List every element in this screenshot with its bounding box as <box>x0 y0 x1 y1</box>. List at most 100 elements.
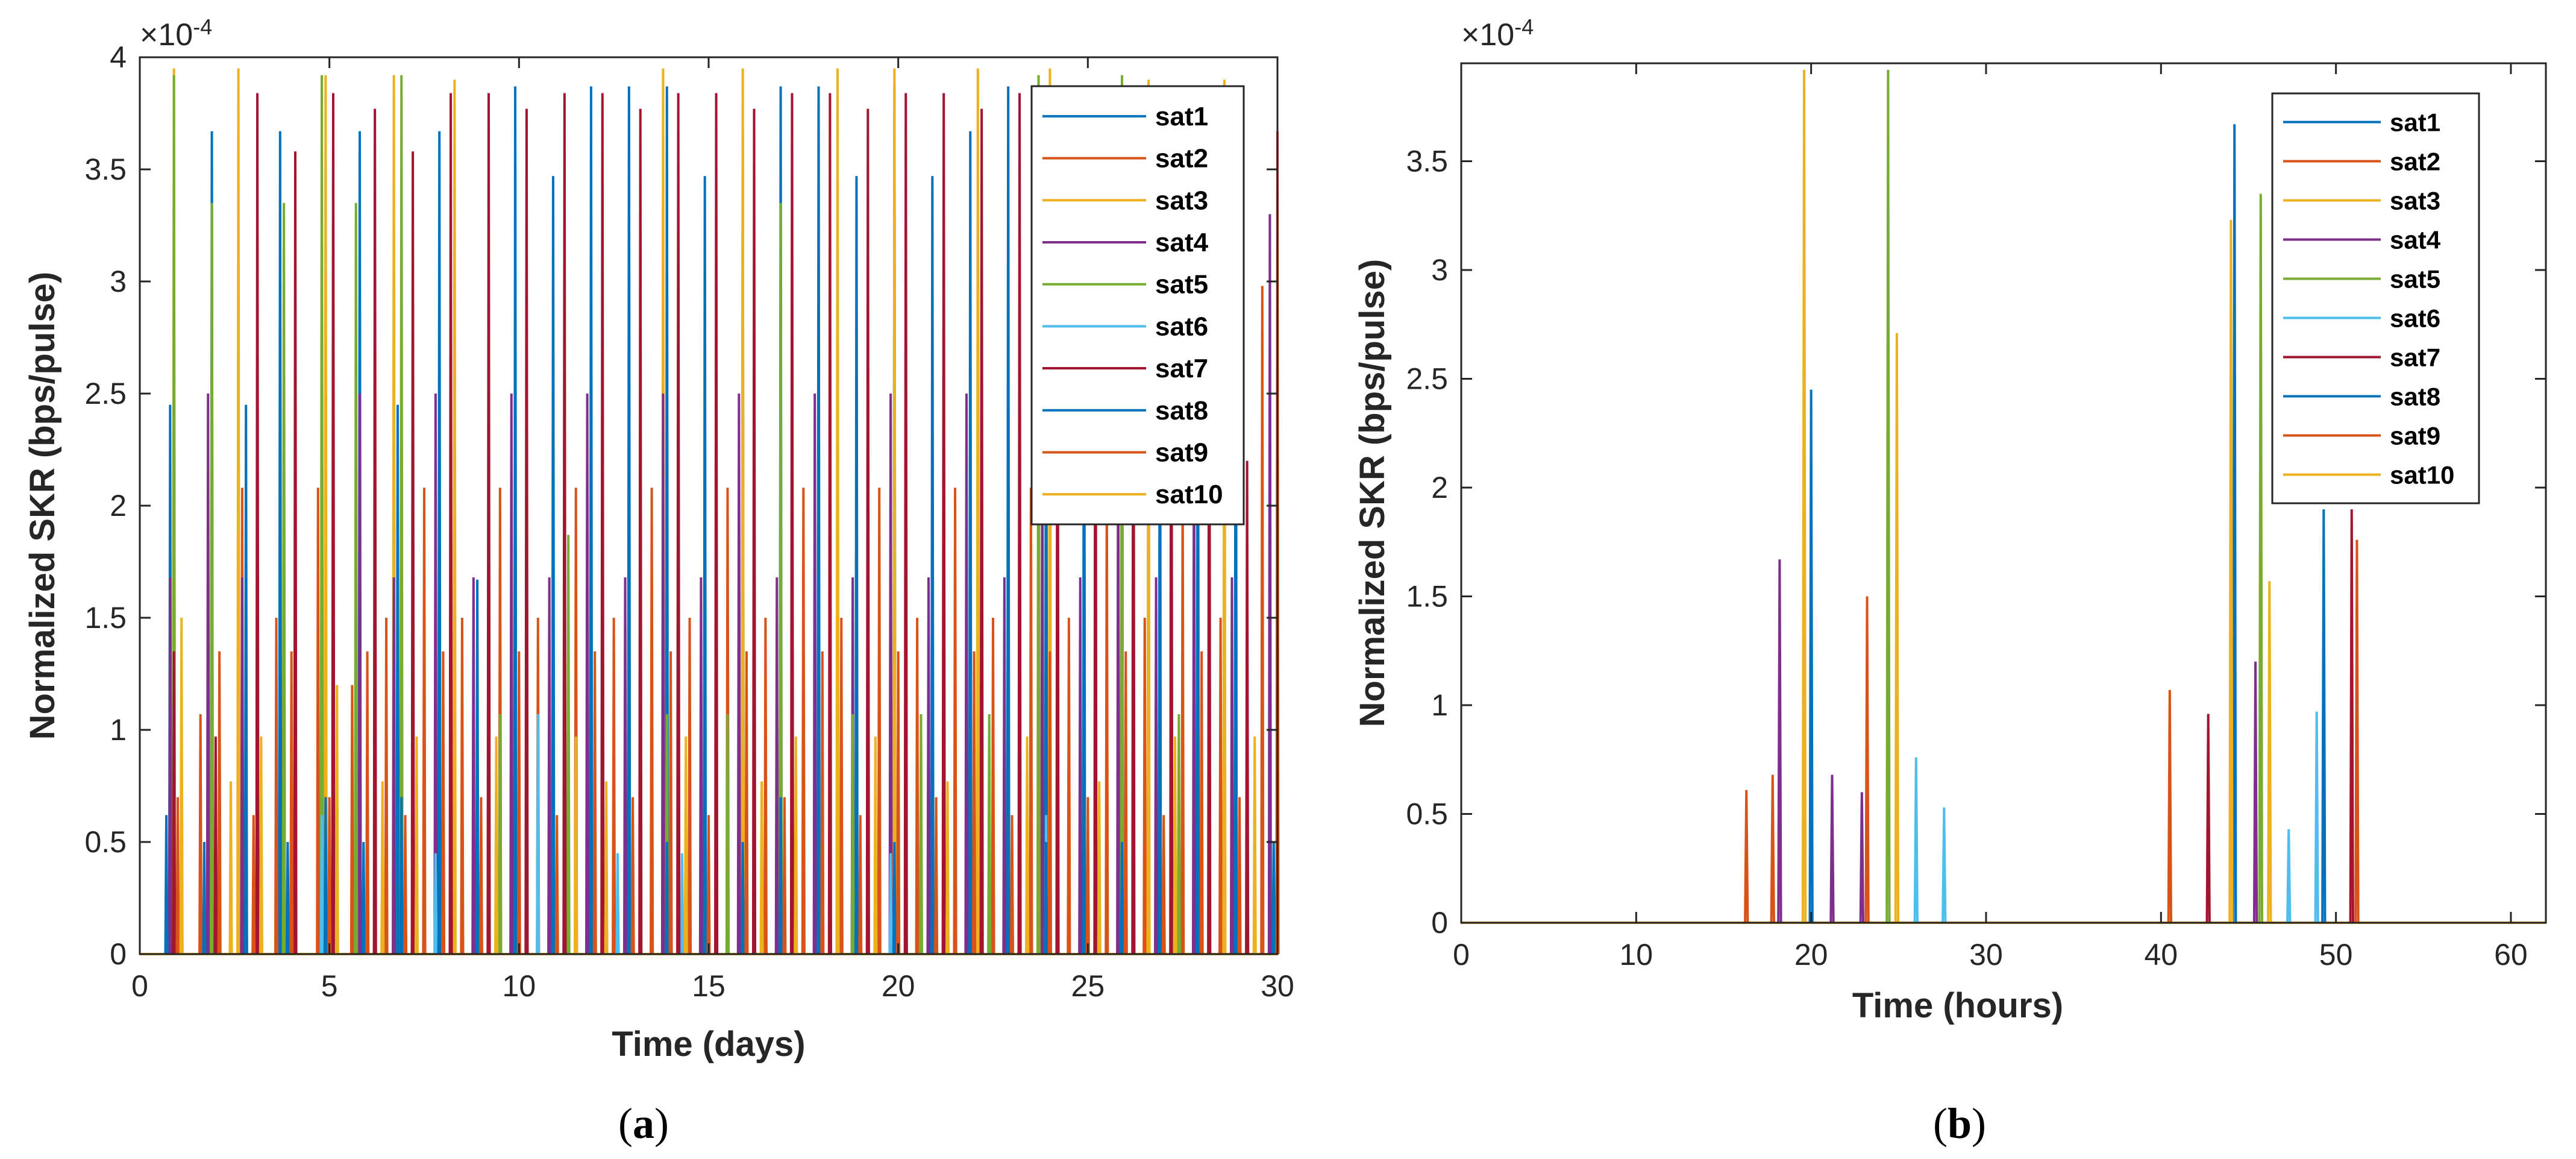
spike-sat9 <box>971 651 977 955</box>
spike-sat2 <box>915 617 920 955</box>
spike-sat10 <box>380 781 385 955</box>
spike-sat4 <box>205 393 210 955</box>
x-ticks-b: 0 10 20 30 40 50 60 <box>1453 63 2528 972</box>
spike-sat10 <box>334 685 339 955</box>
spike-sat8 <box>627 797 631 955</box>
spike-sat2 <box>422 488 427 955</box>
spike-sat2 <box>612 617 616 955</box>
legend-a: sat1 sat2 sat3 sat4 sat5 sat6 sat7 sat8 sat9 sat1… <box>1030 85 1245 526</box>
series-sat4-b <box>1777 559 2258 923</box>
spike-sat9 <box>858 815 863 955</box>
spike-sat8 <box>1120 841 1124 955</box>
spike-sat4 <box>622 577 628 955</box>
y-tick-label: 2 <box>1431 471 1448 504</box>
spike-sat4 <box>888 393 893 955</box>
series-sat6-b <box>1913 711 2319 923</box>
y-tick-label: 3 <box>1431 253 1448 287</box>
spike-sat4 <box>1154 577 1159 955</box>
spike-sat8 <box>1233 797 1238 955</box>
spike-sat8 <box>243 797 248 955</box>
legend-label-sat7: sat7 <box>1155 354 1208 383</box>
spike-sat9 <box>365 651 370 955</box>
legend-label-sat9: sat9 <box>1155 438 1208 467</box>
spike-sat7 <box>638 108 643 955</box>
spike-sat4 <box>1777 559 1782 923</box>
legend-label-sat8: sat8 <box>2390 383 2440 411</box>
spike-sat10 <box>228 781 233 955</box>
spike-sat5 <box>1885 69 1891 923</box>
spike-sat7 <box>293 151 298 955</box>
spike-sat3 <box>323 75 328 955</box>
spike-sat6 <box>1941 807 1947 923</box>
spike-sat5 <box>1036 75 1041 955</box>
spike-sat7 <box>2349 509 2354 923</box>
series-sat10-a <box>179 617 1257 955</box>
spike-sat4 <box>585 393 590 955</box>
spike-sat10 <box>604 781 609 955</box>
legend-label-sat2: sat2 <box>2390 148 2440 176</box>
spike-sat1 <box>589 86 594 955</box>
spike-sat7 <box>903 93 908 955</box>
spike-sat8 <box>399 797 404 955</box>
spike-sat2 <box>877 488 882 955</box>
spike-sat7 <box>524 108 529 955</box>
x-tick-label: 0 <box>131 969 148 1003</box>
spike-sat8 <box>437 841 442 955</box>
spike-sat10 <box>179 617 184 955</box>
x-tick-label: 5 <box>321 969 338 1003</box>
spike-sat7 <box>751 108 757 955</box>
spike-sat2 <box>1067 617 1071 955</box>
spike-sat9 <box>934 797 939 955</box>
legend-label-sat6: sat6 <box>2390 304 2440 333</box>
spike-sat7 <box>172 651 177 955</box>
spike-sat8 <box>665 841 669 955</box>
spike-sat5 <box>210 203 215 955</box>
spike-sat7 <box>372 108 377 955</box>
series-sat2-a <box>198 286 1265 955</box>
spike-sat7 <box>827 93 832 955</box>
spike-sat2 <box>1218 617 1223 955</box>
spike-sat9 <box>1123 651 1128 955</box>
spike-sat6 <box>1913 757 1919 923</box>
spike-sat1 <box>437 131 442 955</box>
spike-sat8 <box>816 841 821 955</box>
spike-sat10 <box>945 781 950 955</box>
spike-sat8 <box>854 797 859 955</box>
spike-sat8 <box>1196 841 1200 955</box>
spike-sat2 <box>198 714 203 955</box>
spike-sat9 <box>516 651 521 955</box>
spike-sat5 <box>850 714 855 955</box>
spike-sat1 <box>627 86 631 955</box>
spike-sat2 <box>650 488 654 955</box>
spike-sat8 <box>779 797 783 955</box>
spike-sat10 <box>1025 737 1030 955</box>
legend-label-sat7: sat7 <box>2390 344 2440 372</box>
legend-label-sat1: sat1 <box>2390 108 2440 137</box>
spike-sat1 <box>2232 124 2237 923</box>
spike-sat7 <box>486 93 491 955</box>
legend-label-sat4: sat4 <box>2390 226 2441 254</box>
spike-sat9 <box>403 815 408 955</box>
series-sat5-a <box>172 75 1181 955</box>
y-axis-label-a: Normalized SKR (bps/pulse) <box>23 272 62 740</box>
spike-sat9 <box>478 797 483 955</box>
spike-sat4 <box>1859 792 1865 923</box>
spike-sat3 <box>452 80 457 955</box>
legend-label-sat1: sat1 <box>1155 102 1208 131</box>
spike-sat4 <box>471 577 476 955</box>
y-tick-label: 3 <box>110 265 127 298</box>
spike-sat2 <box>953 488 957 955</box>
legend-label-sat9: sat9 <box>2390 422 2440 450</box>
spike-sat4 <box>1267 214 1272 955</box>
panel-a-chart: 0 0.5 1 1.5 2 2.5 3 3.5 4 0 5 10 15 20 25 30 ×10-4 Tim… <box>23 14 1294 1148</box>
spike-sat8 <box>892 841 897 955</box>
spike-sat7 <box>1017 93 1022 955</box>
spike-sat2 <box>1260 286 1265 955</box>
spike-sat4 <box>547 577 552 955</box>
x-tick-label: 60 <box>2494 938 2528 972</box>
spike-sat10 <box>259 737 263 955</box>
spike-sat8 <box>361 841 366 955</box>
series-sat7-a <box>172 93 1250 955</box>
series-sat2-b <box>1744 596 2172 923</box>
